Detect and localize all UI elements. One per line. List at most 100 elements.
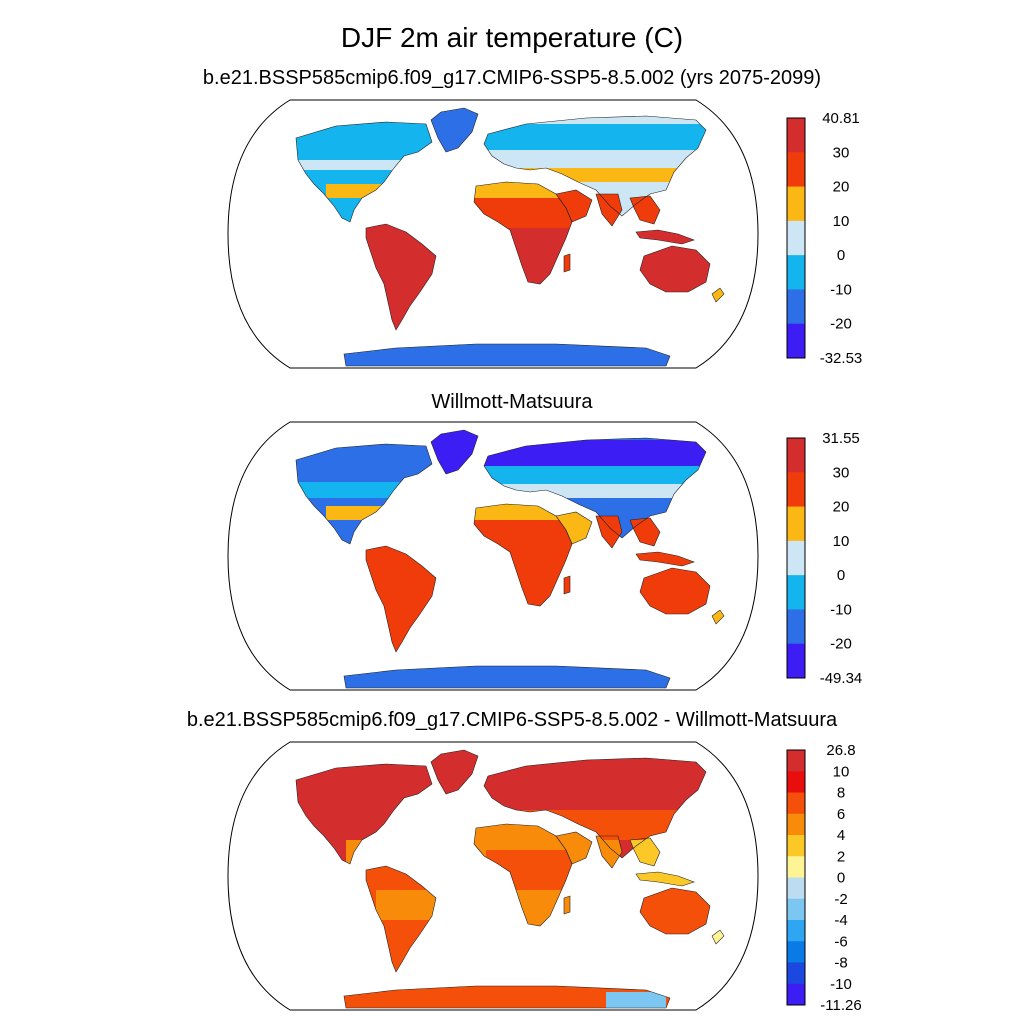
colorbar-label: 2 <box>837 848 845 865</box>
colorbar-swatch <box>787 220 805 256</box>
land-southAmerica <box>366 546 436 652</box>
land-northAmerica <box>296 122 432 222</box>
coastline-seasia <box>629 517 661 547</box>
colorbar-label: -10 <box>830 601 852 618</box>
coastline-india <box>595 193 623 227</box>
shading-band <box>486 850 572 890</box>
colorbar-frame <box>786 749 806 1006</box>
colorbar-swatch <box>787 856 805 878</box>
map-frame <box>227 421 759 691</box>
colorbar-label: 10 <box>833 763 850 780</box>
colorbar-label: -2 <box>834 891 847 908</box>
coastline-india <box>595 835 623 869</box>
shading-band <box>298 160 426 170</box>
colorbar-label: 6 <box>837 806 845 823</box>
coastline-seasia <box>629 195 661 225</box>
land-indonesia <box>636 230 694 244</box>
shading-band <box>484 124 706 150</box>
colorbar-swatch <box>787 186 805 222</box>
land-antarctica <box>344 666 670 688</box>
colorbar-label: -6 <box>834 933 847 950</box>
land-newzealand <box>712 288 724 302</box>
coastline-southAmerica <box>365 865 437 973</box>
map-frame <box>227 741 759 1011</box>
coastline-newzealand <box>711 287 725 303</box>
colorbar-frame <box>786 437 806 679</box>
land-newzealand <box>712 930 724 944</box>
panel-3-title: b.e21.BSSP585cmip6.f09_g17.CMIP6-SSP5-8.… <box>186 709 838 731</box>
panel-2-colorbar: 31.55 30 20 10 0 -10 -20 -49.34 <box>786 432 862 687</box>
panel-3-map <box>227 741 759 1011</box>
land-arabia <box>556 512 592 544</box>
colorbar-swatch <box>787 152 805 188</box>
colorbar-label: 4 <box>837 827 845 844</box>
colorbar-swatch <box>787 813 805 836</box>
shading-band <box>606 992 666 1008</box>
colorbar-label: 0 <box>837 567 845 584</box>
land-arabia <box>556 190 592 222</box>
colorbar-swatch <box>787 898 805 921</box>
land-indonesia <box>636 872 694 886</box>
map-frame <box>227 99 759 369</box>
colorbar-label: -10 <box>830 976 852 993</box>
colorbar-swatch <box>787 962 805 985</box>
land-madagascar <box>564 576 570 594</box>
coastline-greenland <box>430 107 479 153</box>
coastline-africa <box>473 503 573 607</box>
colorbar-swatch <box>787 983 805 1006</box>
colorbar-swatch <box>787 643 805 679</box>
coastline-eurasia <box>483 437 707 539</box>
land-madagascar <box>564 254 570 272</box>
colorbar-swatch <box>787 506 805 542</box>
colorbar-label: 10 <box>833 213 850 230</box>
coastline-madagascar <box>563 575 571 595</box>
coastline-southAmerica <box>365 223 437 331</box>
colorbar-label: -20 <box>830 316 852 333</box>
land-madagascar <box>564 896 570 914</box>
colorbar-swatch <box>787 835 805 857</box>
shading-band <box>376 890 436 920</box>
colorbar-swatch <box>787 289 805 325</box>
shading-band <box>484 484 706 498</box>
colorbar-label: 30 <box>833 464 850 481</box>
coastline-seasia <box>629 837 661 867</box>
land-australia <box>640 568 710 614</box>
colorbar-label: 26.8 <box>826 744 855 759</box>
panel-1-map <box>227 99 759 369</box>
land-antarctica <box>344 344 670 366</box>
colorbar-swatch <box>787 609 805 645</box>
colorbar-swatch <box>787 941 805 963</box>
colorbar-label: 20 <box>833 179 850 196</box>
land-northAmerica <box>296 764 432 864</box>
coastline-antarctica <box>343 665 671 689</box>
colorbar-label: 40.81 <box>822 112 860 127</box>
land-india <box>596 516 622 548</box>
land-newzealand <box>712 610 724 624</box>
colorbar-label: -11.26 <box>820 997 861 1014</box>
colorbar-frame <box>786 117 806 359</box>
coastline-newzealand <box>711 929 725 945</box>
colorbar-swatch <box>787 771 805 793</box>
colorbar-swatch <box>787 792 805 815</box>
panel-2-title: Willmott-Matsuura <box>431 391 593 413</box>
shading-band <box>484 466 706 484</box>
colorbar-swatch <box>787 575 805 610</box>
land-india <box>596 836 622 868</box>
colorbar-label: -32.53 <box>820 350 863 367</box>
land-antarctica <box>344 986 670 1008</box>
colorbar-label: 20 <box>833 499 850 516</box>
coastline-northAmerica <box>295 443 433 545</box>
coastline-india <box>595 515 623 549</box>
colorbar-swatch <box>787 877 805 900</box>
coastline-indonesia <box>635 871 695 887</box>
panel-3-colorbar: 26.8 10 8 6 4 2 0 -2 -4 -6 -8 -10 -11.26 <box>786 744 862 1014</box>
coastline-greenland <box>430 429 479 475</box>
colorbar-label: 0 <box>837 870 845 887</box>
colorbar-swatch <box>787 472 805 508</box>
coastline-arabia <box>555 831 593 865</box>
coastline-arabia <box>555 189 593 223</box>
coastline-indonesia <box>635 551 695 567</box>
land-africa <box>474 504 572 606</box>
colorbar-label: 10 <box>833 533 850 550</box>
colorbar-swatch <box>787 118 805 153</box>
